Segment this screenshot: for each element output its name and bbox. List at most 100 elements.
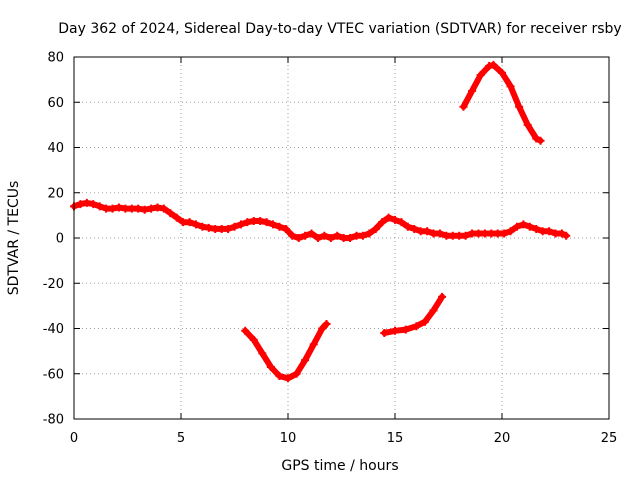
data-point [365,229,374,238]
x-tick-label: 15 [387,431,404,446]
data-point [140,205,149,214]
y-axis-label: SDTVAR / TECUs [6,181,22,296]
x-tick-label: 0 [70,431,78,446]
data-point [378,218,387,227]
series-peak-near-19.5-h [459,60,545,145]
data-point [532,224,541,233]
data-point [241,326,250,335]
data-point [525,222,534,231]
data-point [313,234,322,242]
data-point [82,198,91,207]
y-tick-label: -40 [43,322,64,337]
data-point [391,215,399,224]
data-point [198,222,207,231]
data-point [410,224,419,233]
data-point [243,218,252,227]
data-point [438,292,447,301]
data-point [371,224,380,233]
series-main-band [70,198,571,242]
data-point [249,335,258,344]
data-point [284,374,292,383]
data-point [420,317,429,326]
data-point [435,229,444,238]
data-point [288,231,297,240]
data-point [380,329,389,338]
data-point [301,356,310,365]
series-dip-near-10-h [241,319,331,383]
data-point [204,223,213,232]
data-point [562,231,571,240]
data-point [557,229,566,238]
data-point [412,322,421,331]
data-point [391,326,399,335]
y-tick-label: 80 [47,51,64,66]
data-point [397,218,406,227]
data-point [500,229,509,238]
data-point [281,224,290,233]
y-tick-label: -60 [43,367,64,382]
data-point [489,60,498,69]
data-point [185,218,194,227]
x-tick-label: 25 [601,431,618,446]
data-point [468,86,477,95]
data-point [224,224,233,233]
data-point [506,82,515,91]
data-point [262,218,271,227]
data-point [536,136,545,145]
data-point [476,71,485,80]
data-point [269,220,278,229]
data-point [346,234,355,242]
data-point [147,204,156,213]
data-point [292,369,301,378]
x-axis-label: GPS time / hours [281,458,398,474]
series-line [381,293,446,336]
data-point [459,102,468,111]
data-point [403,222,412,231]
data-point [159,204,168,213]
data-point [294,234,303,242]
data-point [532,134,541,143]
data-point [545,227,554,236]
data-marks [70,60,571,383]
data-point [512,222,521,231]
data-point [485,62,494,71]
data-point [236,220,245,229]
data-point [256,217,265,226]
grid-lines [74,57,609,419]
data-point [166,209,175,218]
data-point [523,120,532,129]
data-point [134,204,143,213]
data-point [275,222,284,231]
data-point [318,324,327,333]
x-tick-label: 5 [177,431,185,446]
data-point [108,204,117,213]
x-tick-label: 20 [494,431,511,446]
data-point [307,229,316,238]
data-point [172,213,181,222]
data-point [515,102,524,111]
data-point [320,231,329,240]
series-rise-near-16-h [380,292,447,338]
data-point [301,231,310,240]
data-point [401,325,410,334]
chart-title: Day 362 of 2024, Sidereal Day-to-day VTE… [58,21,621,37]
axis-ticks: 0 5 10 15 20 25 -80 -60 -40 -20 0 20 40 60 80 [43,51,618,447]
data-point [333,231,342,240]
series-line [242,321,330,382]
data-point [498,68,506,77]
data-point [153,203,162,212]
y-tick-label: 40 [47,141,64,156]
y-tick-label: -80 [43,413,64,428]
data-point [114,203,123,212]
data-point [95,202,104,211]
data-point [191,220,200,229]
y-tick-label: 60 [47,96,64,111]
data-point [461,231,470,240]
data-point [423,227,432,236]
data-point [358,231,367,240]
data-point [76,200,85,209]
data-point [384,213,393,222]
y-tick-label: 0 [56,232,64,247]
data-point [258,349,267,358]
